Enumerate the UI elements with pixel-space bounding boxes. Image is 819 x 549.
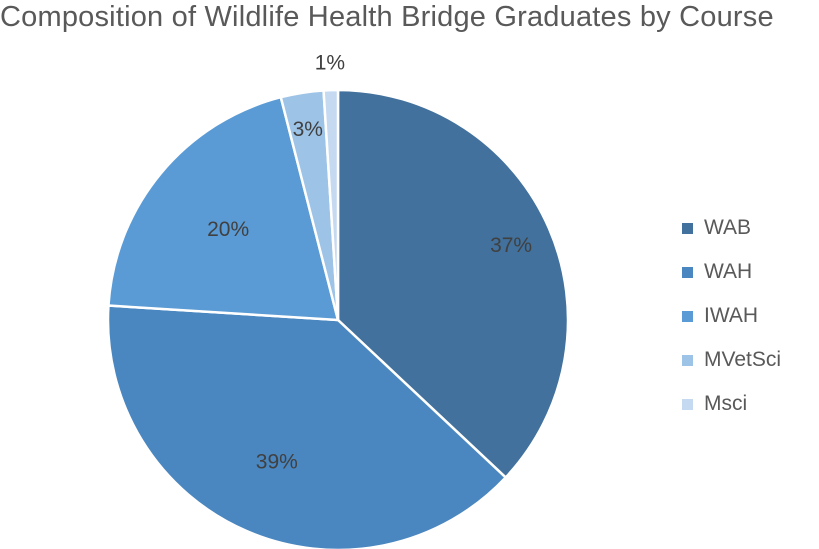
pie-slice-wab: [336, 88, 570, 480]
pie-slice-wah: [106, 304, 508, 549]
legend-item-iwah: IWAH: [682, 294, 781, 338]
legend-swatch: [682, 310, 693, 322]
data-label-mvetsci: 3%: [293, 118, 323, 141]
data-label-iwah: 20%: [207, 218, 249, 241]
legend-swatch: [682, 398, 693, 410]
legend-swatch: [682, 266, 693, 278]
legend: WAB WAH IWAH MVetSci Msci: [682, 206, 781, 426]
pie-slice-iwah: [107, 95, 340, 322]
pie-slice-msci: [322, 88, 340, 321]
data-label-wah: 39%: [256, 450, 298, 473]
chart-title: Composition of Wildlife Health Bridge Gr…: [0, 1, 774, 33]
legend-label: MVetSci: [704, 348, 782, 371]
data-label-msci: 1%: [315, 52, 345, 75]
legend-label: WAH: [704, 260, 753, 283]
legend-label: WAB: [704, 216, 752, 239]
legend-item-msci: Msci: [682, 382, 781, 426]
pie-labels: 37% 39% 20% 3% 1%: [207, 52, 532, 474]
legend-item-wah: WAH: [682, 250, 781, 294]
legend-item-wab: WAB: [682, 206, 781, 250]
legend-label: Msci: [704, 392, 748, 415]
legend-swatch: [682, 222, 693, 234]
pie-slices: [106, 88, 570, 549]
legend-item-mvetsci: MVetSci: [682, 338, 781, 382]
legend-label: IWAH: [704, 304, 759, 327]
data-label-wab: 37%: [490, 234, 532, 257]
legend-swatch: [682, 354, 693, 366]
